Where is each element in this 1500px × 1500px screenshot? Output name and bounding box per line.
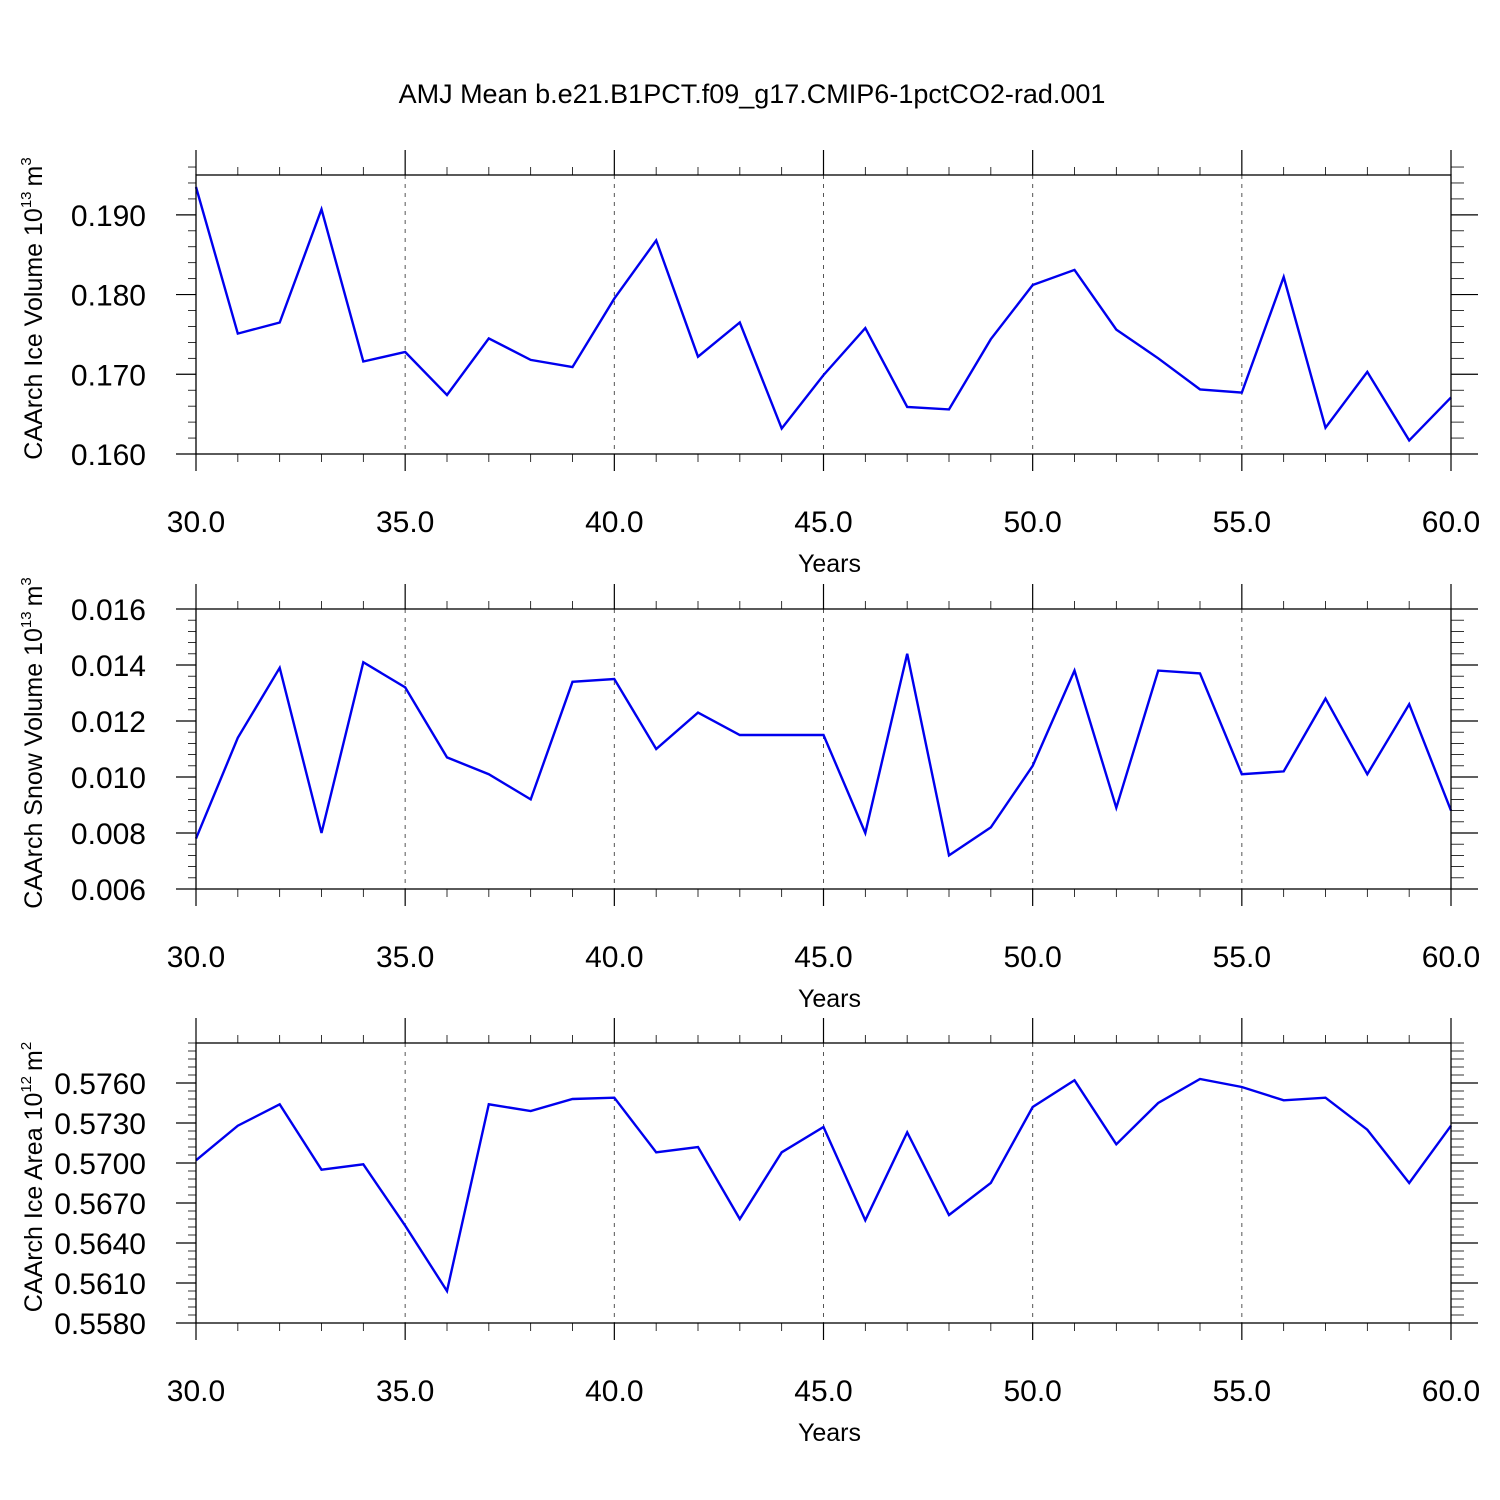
x-axis-label: Years <box>798 550 861 578</box>
x-tick-label: 50.0 <box>1003 506 1061 539</box>
panel-1: 30.0 35.0 40.0 45.0 50.0 55.0 60.0 0.160 0.170 0.… <box>18 150 1480 578</box>
y-tick-label: 0.5760 <box>54 1068 146 1101</box>
y-axis-label: CAArch Ice Area 1012m2 <box>18 1042 48 1312</box>
plot-frame <box>195 608 1452 890</box>
y-tick-label: 0.016 <box>71 594 146 627</box>
y-axis-label: CAArch Snow Volume 1013m3 <box>18 577 48 909</box>
panel-2: 30.0 35.0 40.0 45.0 50.0 55.0 60.0 0.006 0.008 0.… <box>18 577 1480 1013</box>
y-tick-label: 0.006 <box>71 874 146 907</box>
y-tick-label: 0.190 <box>71 200 146 233</box>
x-tick-label: 30.0 <box>167 941 225 974</box>
series-line <box>194 653 1453 858</box>
series-line <box>194 186 1452 443</box>
y-tick-label: 0.5610 <box>54 1268 146 1301</box>
y-tick-label: 0.5640 <box>54 1228 146 1261</box>
x-tick-label: 45.0 <box>794 1375 852 1408</box>
x-tick-label: 50.0 <box>1003 941 1061 974</box>
y-tick-label: 0.010 <box>71 762 146 795</box>
x-tick-label: 40.0 <box>585 506 643 539</box>
x-tick-label: 30.0 <box>167 506 225 539</box>
x-axis-label: Years <box>798 1419 861 1447</box>
x-tick-label: 35.0 <box>376 941 434 974</box>
y-tick-label: 0.170 <box>71 359 146 392</box>
plot-frame <box>195 1042 1452 1324</box>
x-axis-label: Years <box>798 985 861 1013</box>
x-tick-label: 40.0 <box>585 941 643 974</box>
panel-3: 30.0 35.0 40.0 45.0 50.0 55.0 60.0 0.5580 0.5610… <box>18 1018 1480 1447</box>
x-tick-label: 35.0 <box>376 506 434 539</box>
plot-frame <box>195 174 1452 455</box>
series-line <box>195 1077 1452 1295</box>
y-tick-label: 0.180 <box>71 280 146 313</box>
x-tick-label: 45.0 <box>794 506 852 539</box>
x-tick-label: 40.0 <box>585 1375 643 1408</box>
x-tick-label: 55.0 <box>1213 1375 1271 1408</box>
x-tick-label: 50.0 <box>1003 1375 1061 1408</box>
y-tick-label: 0.008 <box>71 818 146 851</box>
x-tick-label: 60.0 <box>1422 506 1480 539</box>
x-tick-label: 55.0 <box>1213 941 1271 974</box>
y-tick-label: 0.5730 <box>54 1108 146 1141</box>
x-tick-label: 60.0 <box>1422 941 1480 974</box>
x-tick-label: 60.0 <box>1422 1375 1480 1408</box>
x-tick-label: 35.0 <box>376 1375 434 1408</box>
y-tick-label: 0.160 <box>71 439 146 472</box>
x-tick-label: 30.0 <box>167 1375 225 1408</box>
x-tick-label: 55.0 <box>1213 506 1271 539</box>
chart-title: AMJ Mean b.e21.B1PCT.f09_g17.CMIP6-1pctC… <box>399 79 1106 109</box>
y-tick-label: 0.014 <box>71 650 146 683</box>
y-axis-label: CAArch Ice Volume 1013m3 <box>18 157 48 459</box>
y-tick-label: 0.5670 <box>54 1188 146 1221</box>
y-tick-label: 0.5700 <box>54 1148 146 1181</box>
y-tick-label: 0.012 <box>71 706 146 739</box>
y-tick-label: 0.5580 <box>54 1308 146 1341</box>
x-tick-label: 45.0 <box>794 941 852 974</box>
